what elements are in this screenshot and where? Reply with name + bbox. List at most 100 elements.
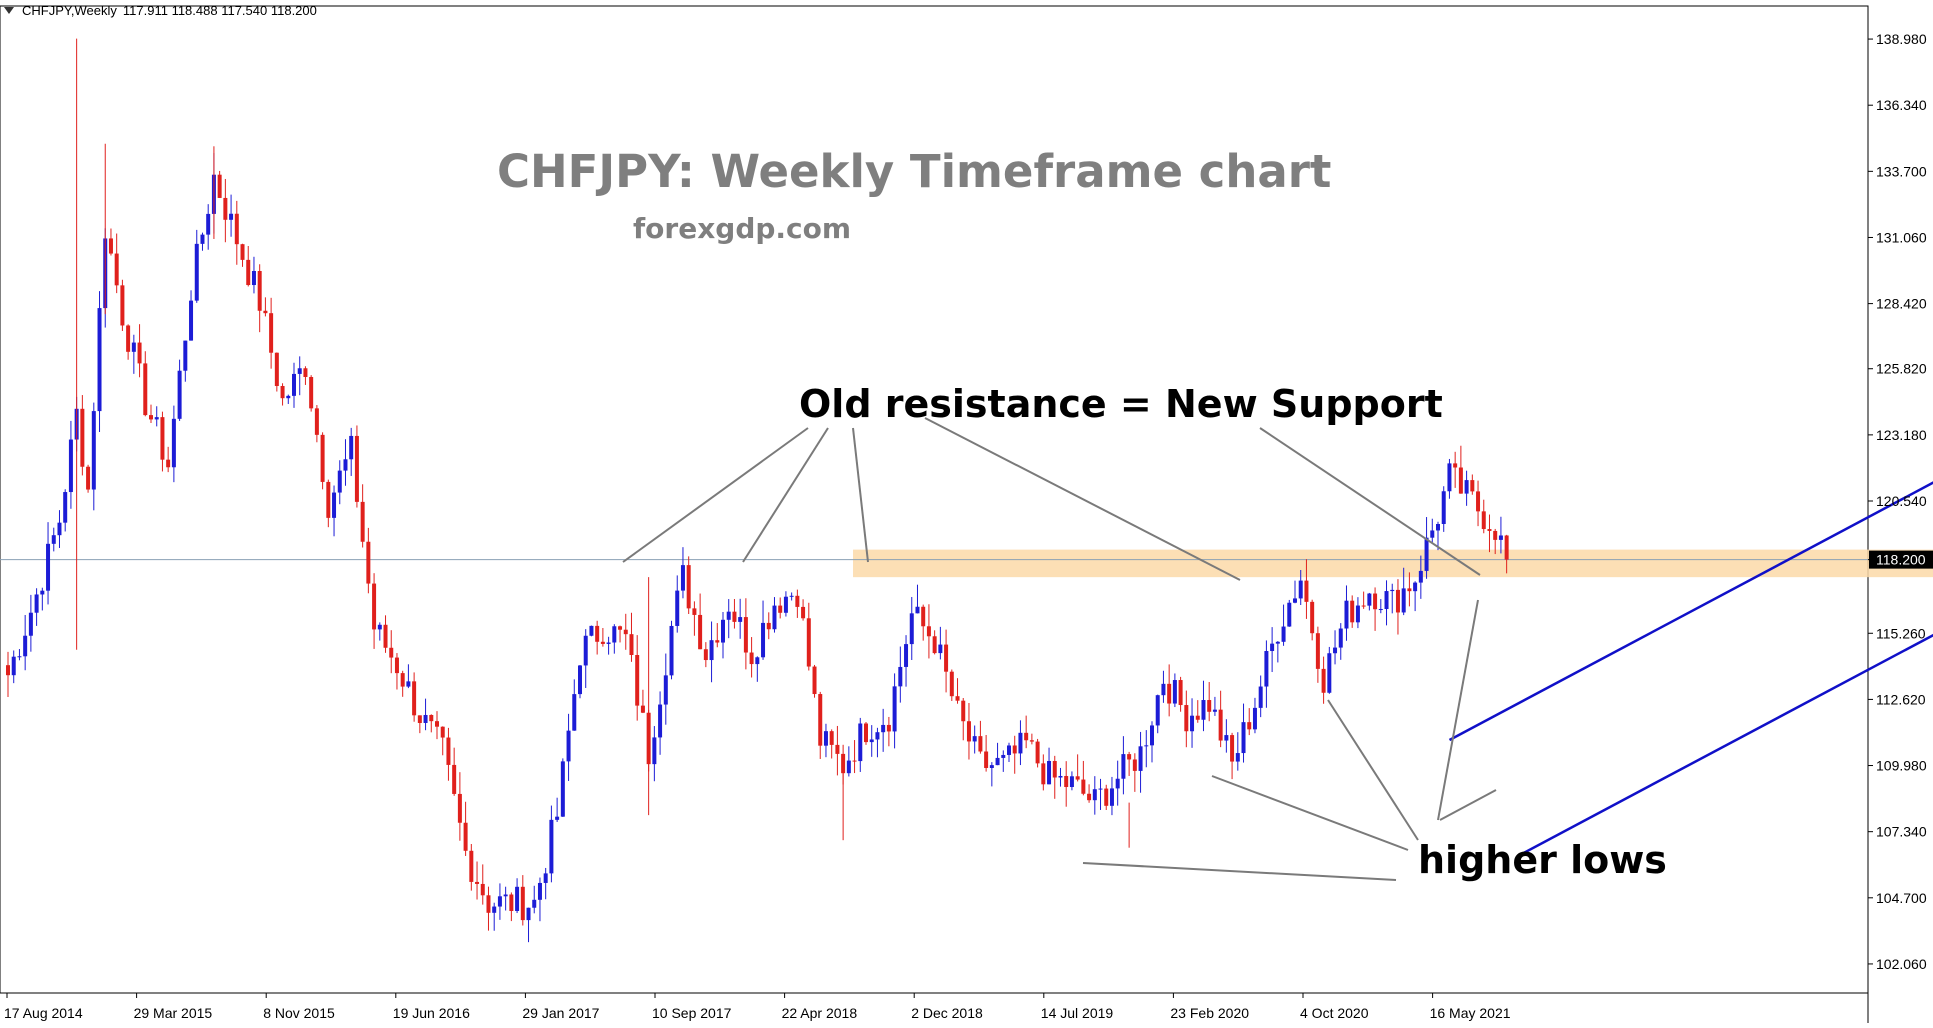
candle-body	[595, 625, 600, 642]
candle	[1413, 581, 1418, 612]
candle-body	[606, 642, 611, 644]
candle-body	[738, 617, 743, 622]
candle	[618, 625, 623, 643]
candle-body	[183, 340, 188, 371]
candle	[629, 612, 634, 662]
candle	[349, 427, 354, 476]
candle-body	[120, 285, 125, 326]
candle	[972, 725, 977, 754]
candle-body	[240, 244, 245, 260]
candle	[749, 637, 754, 678]
candle	[955, 678, 960, 704]
candle-body	[23, 635, 28, 657]
candle	[435, 711, 439, 740]
candle-body	[1001, 754, 1006, 758]
candle	[1504, 534, 1509, 574]
candle	[1453, 451, 1458, 488]
candle-body	[858, 723, 863, 762]
candle	[149, 404, 153, 423]
candle	[686, 556, 691, 615]
candle	[297, 356, 302, 396]
candle-body	[1310, 601, 1315, 634]
candles	[6, 153, 1509, 943]
candle	[932, 630, 937, 655]
candle	[812, 664, 817, 698]
candle-body	[526, 907, 531, 921]
candle-body	[452, 764, 457, 794]
candle	[909, 596, 914, 661]
candle-body	[1241, 722, 1246, 754]
candle	[1293, 580, 1297, 604]
candle	[949, 669, 954, 701]
candle-body	[926, 626, 931, 637]
candle	[320, 432, 325, 490]
candle-body	[108, 238, 113, 254]
candle-body	[1007, 745, 1011, 755]
candle	[1115, 760, 1120, 806]
candle	[1155, 694, 1160, 734]
candle	[1092, 776, 1097, 815]
candle	[1161, 670, 1166, 703]
candle-body	[206, 213, 211, 235]
candle	[858, 717, 863, 772]
candle-body	[68, 439, 73, 493]
candle	[1235, 732, 1240, 771]
candle-body	[1441, 491, 1446, 525]
candle-body	[515, 886, 520, 911]
candle	[446, 727, 451, 781]
candle-body	[1298, 580, 1303, 599]
candle-body	[412, 681, 417, 716]
candle	[1104, 784, 1109, 811]
candle	[1190, 698, 1195, 748]
candle-body	[755, 657, 760, 665]
candle	[177, 359, 182, 421]
candle	[1355, 597, 1360, 629]
candle-body	[423, 714, 428, 723]
candle-body	[440, 726, 445, 738]
candle-body	[1172, 680, 1177, 704]
candle	[663, 653, 668, 725]
header-dropdown-icon[interactable]	[4, 7, 14, 14]
candle	[966, 702, 971, 760]
candle-body	[589, 625, 594, 636]
candle-body	[126, 325, 131, 352]
candle	[1373, 587, 1378, 631]
candle-body	[457, 793, 462, 823]
candle	[1258, 675, 1263, 718]
candle	[429, 714, 434, 733]
candle-body	[938, 644, 943, 654]
candle	[126, 324, 131, 360]
candle	[1338, 623, 1343, 660]
candle-body	[1481, 511, 1486, 530]
candle	[417, 715, 422, 734]
candle-body	[1012, 745, 1017, 754]
annotation-pointer	[1082, 862, 1397, 881]
candle-body	[715, 640, 720, 643]
candle	[1241, 703, 1246, 763]
candle	[1150, 721, 1154, 763]
candle-body	[251, 270, 256, 286]
candle-body	[1075, 776, 1080, 780]
candle	[1001, 750, 1006, 772]
candle	[440, 726, 445, 756]
candle	[526, 907, 531, 943]
candle	[1052, 755, 1057, 799]
candle-body	[51, 535, 56, 544]
chart-subtitle: forexgdp.com	[633, 212, 852, 245]
candle-body	[1395, 589, 1400, 613]
candle	[263, 297, 268, 317]
candle-body	[600, 641, 605, 644]
y-tick-label: 104.700	[1876, 890, 1927, 906]
candle	[612, 624, 617, 654]
candle-body	[1161, 683, 1166, 696]
candle-body	[932, 636, 937, 654]
candle-body	[354, 435, 359, 502]
candle	[1029, 733, 1034, 745]
candle	[1184, 690, 1189, 748]
chart-title: CHFJPY: Weekly Timeframe chart	[497, 145, 1332, 198]
candle-body	[480, 883, 485, 896]
candle	[91, 402, 96, 511]
candle-body	[698, 614, 703, 650]
candle	[463, 801, 468, 856]
